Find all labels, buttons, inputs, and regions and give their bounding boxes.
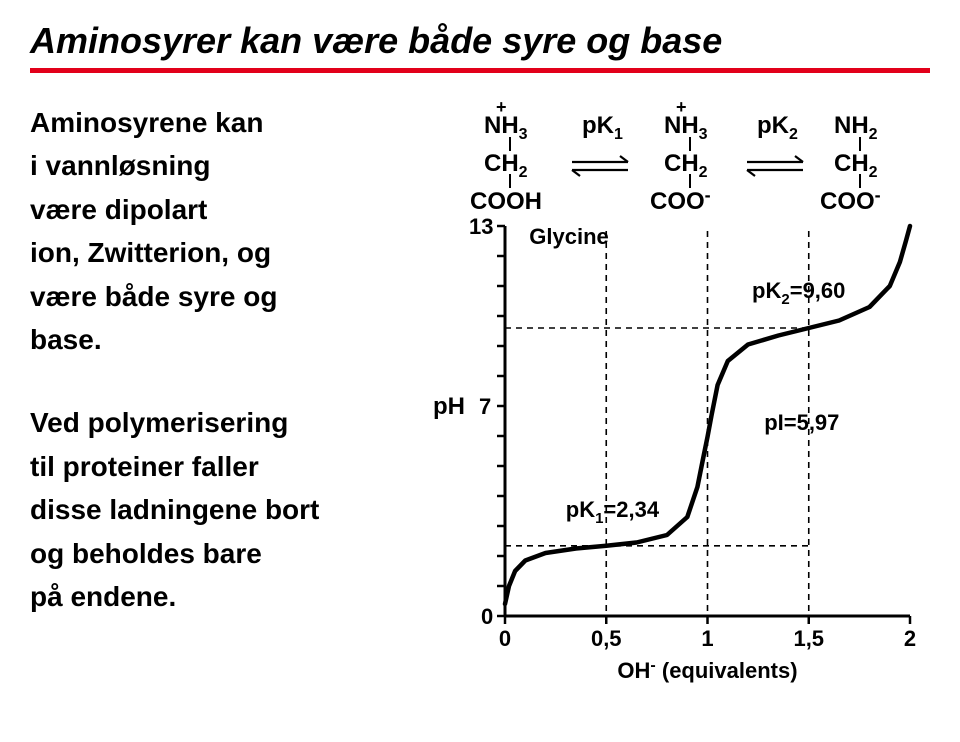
svg-text:pK2: pK2: [757, 112, 798, 143]
svg-text:NH3: NH3: [664, 112, 708, 143]
svg-text:pK1: pK1: [582, 112, 623, 143]
page-title: Aminosyrer kan være både syre og base: [30, 20, 930, 62]
svg-text:7: 7: [479, 394, 491, 419]
paragraph-1: Aminosyrene kan i vannløsning være dipol…: [30, 101, 410, 361]
p1-line: ion, Zwitterion, og: [30, 231, 410, 274]
p2-line: på endene.: [30, 575, 410, 618]
svg-text:pK2=9,60: pK2=9,60: [752, 278, 845, 308]
p2-line: Ved polymerisering: [30, 401, 410, 444]
svg-text:0,5: 0,5: [591, 626, 622, 651]
titration-figure: +NH3CH2COOH+NH3CH2COO-NH2CH2COO-pK1pK213…: [410, 101, 930, 701]
p1-line: være dipolart: [30, 188, 410, 231]
p2-line: til proteiner faller: [30, 445, 410, 488]
text-column: Aminosyrene kan i vannløsning være dipol…: [30, 101, 410, 618]
svg-text:2: 2: [904, 626, 916, 651]
svg-text:1,5: 1,5: [793, 626, 824, 651]
svg-text:pI=5,97: pI=5,97: [764, 410, 839, 435]
svg-text:COO-: COO-: [820, 185, 881, 215]
p2-line: disse ladningene bort: [30, 488, 410, 531]
svg-text:Glycine: Glycine: [529, 224, 608, 249]
paragraph-2: Ved polymerisering til proteiner faller …: [30, 401, 410, 618]
p1-line: Aminosyrene kan: [30, 101, 410, 144]
svg-text:pK1=2,34: pK1=2,34: [566, 497, 660, 527]
svg-text:CH2: CH2: [834, 150, 878, 181]
svg-text:0: 0: [499, 626, 511, 651]
svg-text:COO-: COO-: [650, 185, 711, 215]
svg-text:OH- (equivalents): OH- (equivalents): [617, 657, 797, 683]
figure-column: +NH3CH2COOH+NH3CH2COO-NH2CH2COO-pK1pK213…: [410, 101, 930, 701]
svg-text:COOH: COOH: [470, 188, 542, 215]
title-underline: [30, 68, 930, 73]
svg-text:0: 0: [481, 604, 493, 629]
svg-text:1: 1: [701, 626, 713, 651]
p2-line: og beholdes bare: [30, 532, 410, 575]
p1-line: i vannløsning: [30, 144, 410, 187]
svg-text:CH2: CH2: [484, 150, 528, 181]
svg-text:NH3: NH3: [484, 112, 528, 143]
svg-text:13: 13: [469, 214, 493, 239]
svg-text:pH: pH: [433, 393, 465, 420]
content-row: Aminosyrene kan i vannløsning være dipol…: [30, 101, 930, 701]
p1-line: være både syre og: [30, 275, 410, 318]
svg-text:CH2: CH2: [664, 150, 708, 181]
p1-line: base.: [30, 318, 410, 361]
svg-text:NH2: NH2: [834, 112, 878, 143]
